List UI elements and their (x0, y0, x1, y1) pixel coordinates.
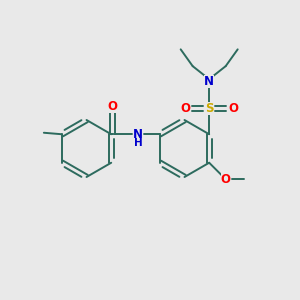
Text: N: N (204, 75, 214, 88)
Text: O: O (221, 173, 231, 186)
Text: O: O (180, 102, 190, 115)
Text: S: S (205, 102, 213, 115)
Text: H: H (134, 138, 142, 148)
Text: O: O (228, 102, 238, 115)
Text: N: N (133, 128, 143, 141)
Text: O: O (108, 100, 118, 113)
